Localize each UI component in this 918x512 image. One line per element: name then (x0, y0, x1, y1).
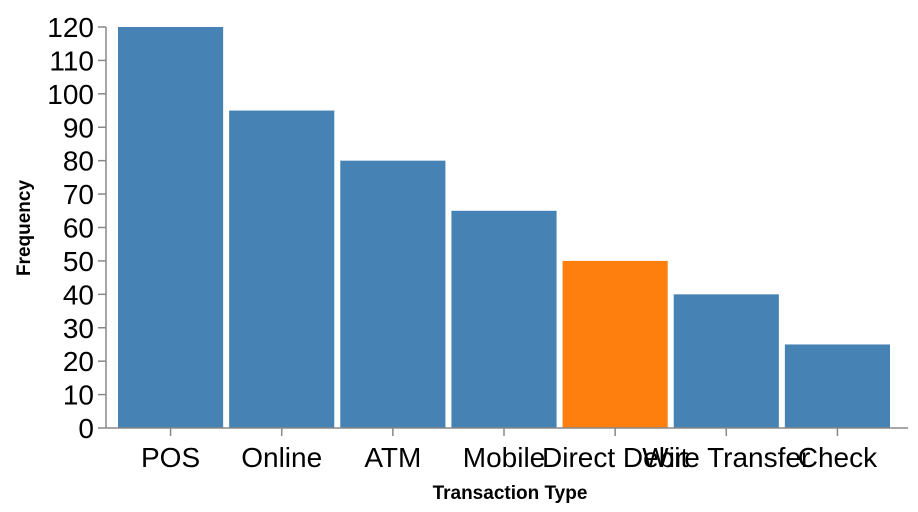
y-tick-label-60: 60 (63, 213, 94, 244)
x-tick-label-pos: POS (141, 442, 200, 473)
y-tick-label-40: 40 (63, 279, 94, 310)
x-tick-label-wire-transfer: Wire Transfer (642, 442, 810, 473)
bar-online (229, 110, 335, 429)
y-tick-label-100: 100 (47, 79, 94, 110)
y-tick-label-80: 80 (63, 146, 94, 177)
bar-wire-transfer (673, 294, 779, 428)
y-tick-label-0: 0 (78, 413, 94, 444)
bar-pos (118, 27, 224, 428)
x-axis-title: Transaction Type (433, 483, 588, 504)
x-tick-label-online: Online (241, 442, 322, 473)
y-tick-label-10: 10 (63, 380, 94, 411)
y-tick-label-90: 90 (63, 112, 94, 143)
x-tick-label-direct-debit: Direct Debit (542, 442, 688, 473)
y-tick-label-50: 50 (63, 246, 94, 277)
bars-group (118, 27, 890, 429)
bar-check (784, 344, 890, 428)
y-tick-label-110: 110 (49, 45, 94, 76)
y-axis-title: Frequency (14, 180, 35, 277)
x-tick-label-atm: ATM (364, 442, 421, 473)
x-tick-label-check: Check (798, 442, 878, 473)
y-tick-label-120: 120 (47, 12, 94, 43)
bar-mobile (451, 210, 557, 428)
x-tick-label-mobile: Mobile (463, 442, 545, 473)
bar-direct-debit (562, 260, 668, 428)
y-tick-label-20: 20 (63, 346, 94, 377)
y-tick-label-70: 70 (63, 179, 94, 210)
y-tick-label-30: 30 (63, 313, 94, 344)
bar-atm (340, 160, 446, 428)
